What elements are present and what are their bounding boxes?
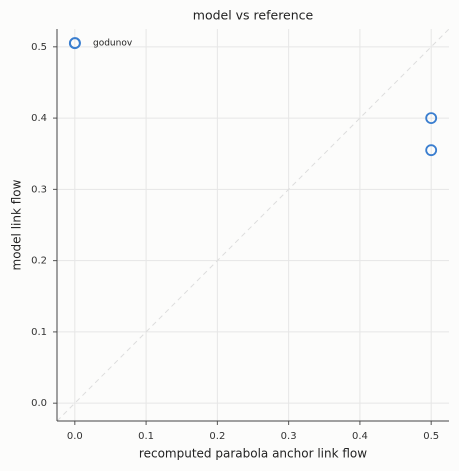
reference-line (56, 28, 450, 422)
point (425, 144, 438, 157)
x-tick-label: 0.5 (423, 431, 439, 442)
x-tick-label: 0.2 (209, 431, 225, 442)
y-axis-label: model link flow (10, 179, 24, 270)
x-tick-label: 0.0 (67, 431, 83, 442)
y-tick-label: 0.5 (31, 42, 47, 53)
y-tick-label: 0.1 (31, 327, 47, 338)
y-tick-label: 0.4 (31, 113, 47, 124)
y-tick-label: 0.3 (31, 184, 47, 195)
y-tick-label: 0.2 (31, 256, 47, 267)
chart-title: model vs reference (193, 8, 314, 23)
x-axis-label: recomputed parabola anchor link flow (139, 447, 367, 461)
x-tick-label: 0.3 (281, 431, 297, 442)
x-tick-label: 0.1 (138, 431, 154, 442)
legend-label: godunov (93, 39, 133, 49)
point (425, 112, 438, 124)
legend-marker (69, 37, 81, 49)
y-tick-label: 0.0 (31, 398, 47, 409)
x-tick-label: 0.4 (352, 431, 368, 442)
